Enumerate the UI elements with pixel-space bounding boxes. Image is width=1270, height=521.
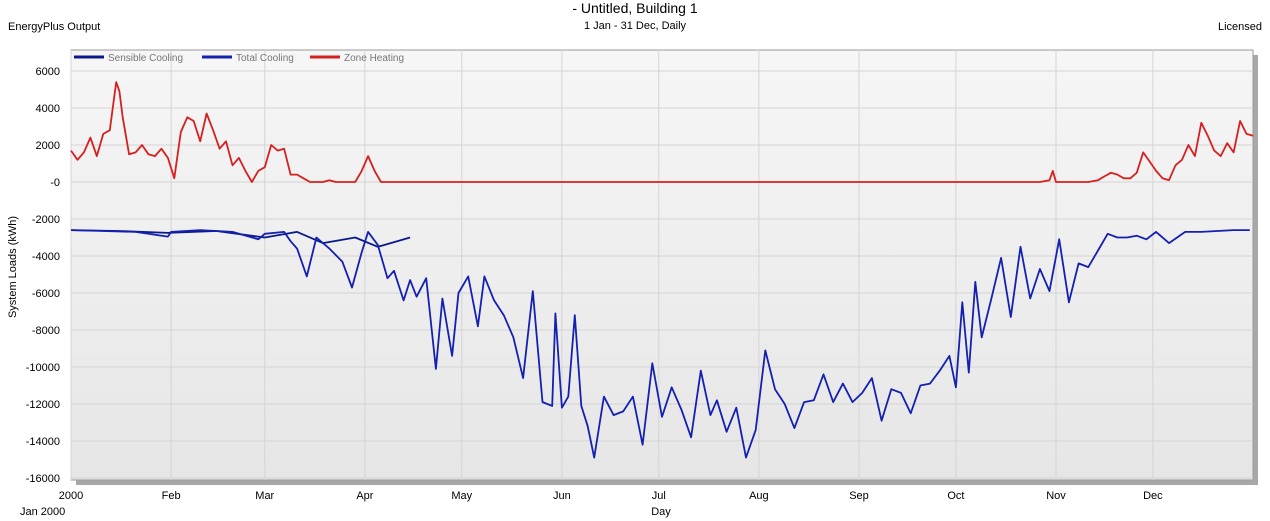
chart-title: - Untitled, Building 1: [572, 0, 698, 16]
y-tick-label: -2000: [32, 214, 60, 226]
app-name: EnergyPlus Output: [8, 21, 101, 33]
y-tick-label: 2000: [36, 140, 60, 152]
y-tick-label: -10000: [26, 362, 60, 374]
y-tick-label: -14000: [26, 436, 60, 448]
y-tick-label: 4000: [36, 103, 60, 115]
series-line-sensible-cooling: [70, 229, 411, 248]
x-tick-label: Jul: [652, 490, 666, 502]
y-tick-label: -6000: [32, 288, 60, 300]
series-layer: [70, 81, 1254, 459]
x-start-label: Jan 2000: [20, 506, 65, 518]
series-line-total-cooling: [70, 229, 1250, 459]
x-tick-label: Mar: [255, 490, 274, 502]
legend-label: Sensible Cooling: [108, 53, 183, 64]
axis-ticks: 6000 4000 2000 -0 -2000 -4000 -6000 -8000 -10000…: [26, 66, 1163, 502]
legend-label: Total Cooling: [236, 53, 294, 64]
x-tick-label: Nov: [1046, 490, 1066, 502]
x-tick-label: Sep: [849, 490, 869, 502]
x-tick-label: May: [451, 490, 472, 502]
y-tick-label: -0: [50, 177, 60, 189]
y-tick-label: -12000: [26, 399, 60, 411]
y-tick-label: 6000: [36, 66, 60, 78]
legend: Sensible Cooling Total Cooling Zone Heatin…: [74, 53, 404, 64]
y-tick-label: -8000: [32, 325, 60, 337]
x-tick-label: Jun: [553, 490, 571, 502]
x-tick-label: Apr: [356, 490, 373, 502]
x-axis-label: Day: [651, 506, 671, 518]
license-label: Licensed: [1217, 21, 1262, 33]
x-tick-label: Dec: [1143, 490, 1163, 502]
legend-label: Zone Heating: [344, 53, 404, 64]
y-tick-label: -4000: [32, 251, 60, 263]
y-axis-label: System Loads (kWh): [7, 216, 19, 318]
x-tick-label: 2000: [59, 490, 83, 502]
chart-subtitle: 1 Jan - 31 Dec, Daily: [583, 20, 687, 32]
x-tick-label: Aug: [749, 490, 769, 502]
y-tick-label: -16000: [26, 473, 60, 485]
x-tick-label: Feb: [162, 490, 181, 502]
series-line-zone-heating: [70, 81, 1254, 183]
x-tick-label: Oct: [947, 490, 964, 502]
